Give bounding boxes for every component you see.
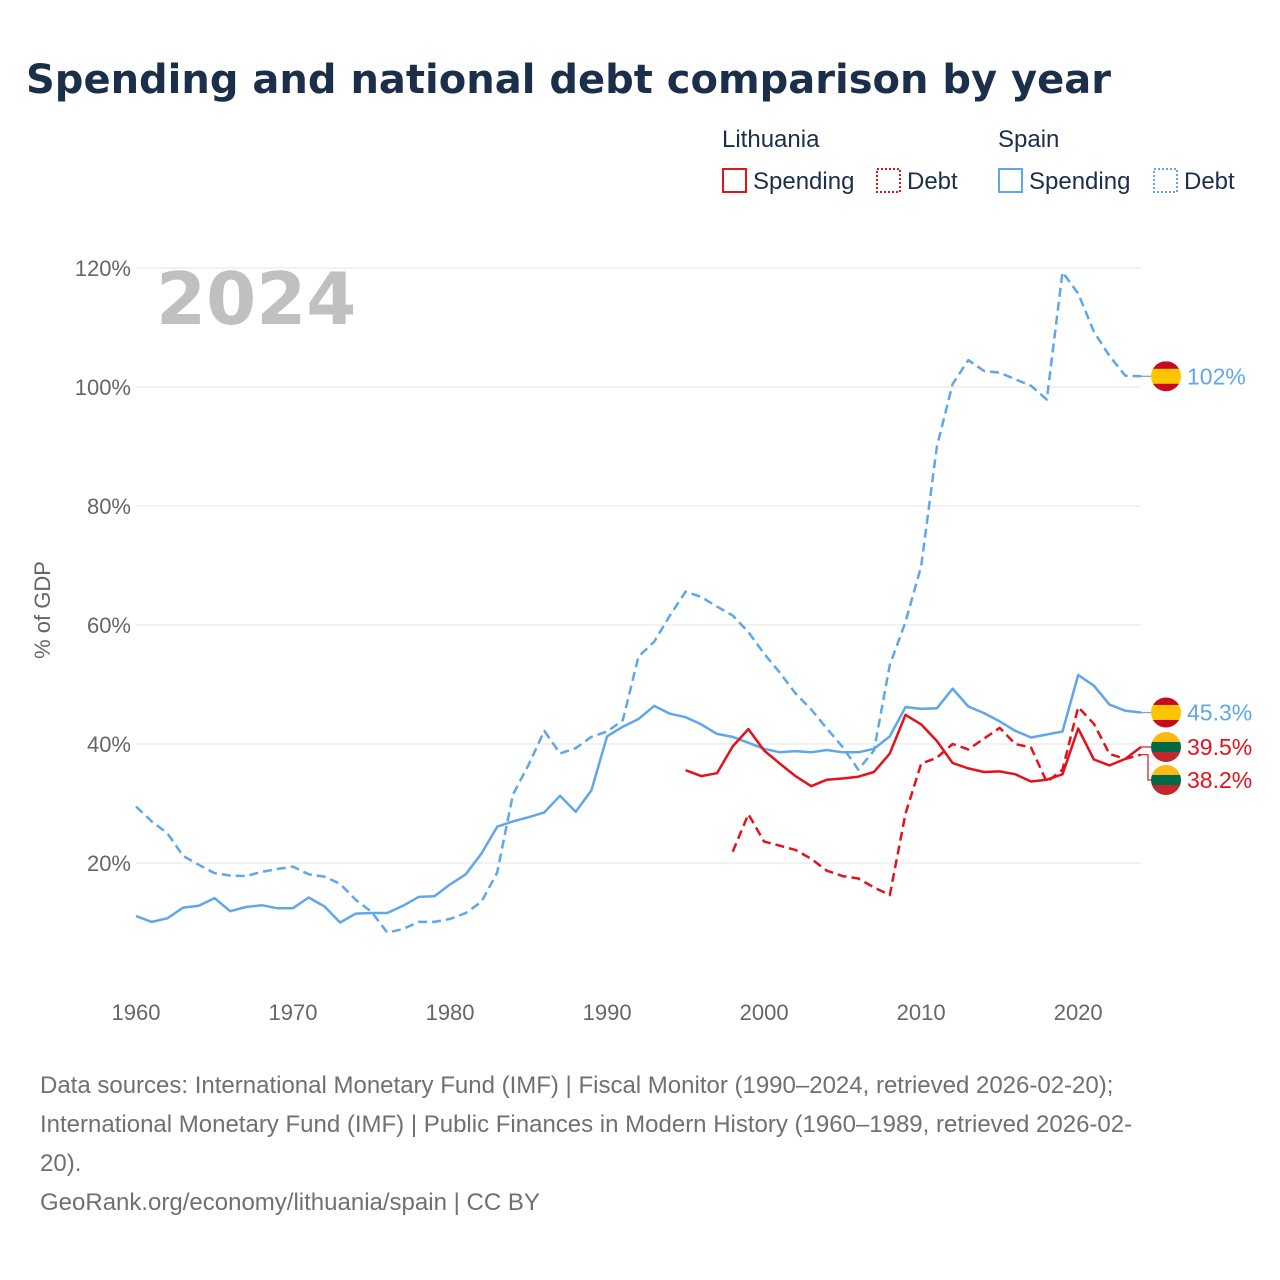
- end-value-label: 38.2%: [1187, 767, 1252, 793]
- y-tick-label: 40%: [87, 732, 131, 757]
- spain-flag-icon: [1151, 697, 1181, 728]
- x-tick-label: 2020: [1054, 1000, 1103, 1025]
- series-line-lithuania-spending[interactable]: [685, 713, 1142, 788]
- spain-flag-icon: [1151, 361, 1181, 392]
- y-tick-label: 120%: [75, 256, 131, 281]
- y-tick-label: 20%: [87, 851, 131, 876]
- legend-swatch-spain-debt[interactable]: [1153, 168, 1178, 193]
- chart-title: Spending and national debt comparison by…: [26, 57, 1111, 103]
- legend-label-spain-debt[interactable]: Debt: [1184, 168, 1235, 195]
- end-label-spain-debt: 102%: [1141, 361, 1246, 392]
- year-watermark: 2024: [156, 257, 356, 341]
- legend-label-spain-spending[interactable]: Spending: [1029, 168, 1130, 195]
- end-label-spain-spending: 45.3%: [1141, 697, 1252, 728]
- series-line-lithuania-debt[interactable]: [731, 705, 1142, 897]
- footer-source-line-2: International Monetary Fund (IMF) | Publ…: [40, 1111, 1132, 1138]
- legend: Lithuania Spending Debt Spain Spending D…: [722, 126, 1235, 195]
- legend-group-spain: Spain: [998, 126, 1059, 153]
- x-tick-label: 1970: [269, 1000, 318, 1025]
- y-axis-label: % of GDP: [30, 561, 55, 659]
- footer-source-line-3: 20).: [40, 1150, 81, 1177]
- lithuania-flag-icon: [1151, 731, 1181, 762]
- y-axis-ticks: 20% 40% 60% 80% 100% 120%: [75, 256, 131, 876]
- x-tick-label: 1990: [583, 1000, 632, 1025]
- end-value-label: 102%: [1187, 363, 1246, 389]
- end-label-lithuania-spending: 39.5%: [1141, 731, 1252, 762]
- y-tick-label: 80%: [87, 494, 131, 519]
- series-lines: [135, 270, 1142, 934]
- legend-swatch-lithuania-spending[interactable]: [722, 168, 747, 193]
- x-tick-label: 1960: [112, 1000, 161, 1025]
- end-value-label: 39.5%: [1187, 734, 1252, 760]
- legend-label-lithuania-debt[interactable]: Debt: [907, 168, 958, 195]
- end-value-label: 45.3%: [1187, 699, 1252, 725]
- series-line-spain-spending[interactable]: [135, 673, 1142, 924]
- end-labels: 102% 45.3% 39.5% 38.2%: [1141, 361, 1252, 795]
- x-axis-ticks: 1960 1970 1980 1990 2000 2010 2020: [112, 1000, 1103, 1025]
- lithuania-flag-icon: [1151, 764, 1181, 795]
- series-line-spain-debt[interactable]: [135, 270, 1142, 934]
- legend-swatch-lithuania-debt[interactable]: [876, 168, 901, 193]
- x-tick-label: 2000: [740, 1000, 789, 1025]
- legend-group-lithuania: Lithuania: [722, 126, 820, 153]
- legend-label-lithuania-spending[interactable]: Spending: [753, 168, 854, 195]
- gridlines: [136, 267, 1141, 864]
- legend-swatch-spain-spending[interactable]: [998, 168, 1023, 193]
- x-tick-label: 2010: [897, 1000, 946, 1025]
- end-label-connector: [1141, 754, 1153, 781]
- x-tick-label: 1980: [426, 1000, 475, 1025]
- footer-credit-link[interactable]: GeoRank.org/economy/lithuania/spain | CC…: [40, 1189, 540, 1216]
- y-tick-label: 60%: [87, 613, 131, 638]
- end-label-lithuania-debt: 38.2%: [1141, 754, 1252, 795]
- footer-source-line-1: Data sources: International Monetary Fun…: [40, 1072, 1113, 1099]
- y-tick-label: 100%: [75, 375, 131, 400]
